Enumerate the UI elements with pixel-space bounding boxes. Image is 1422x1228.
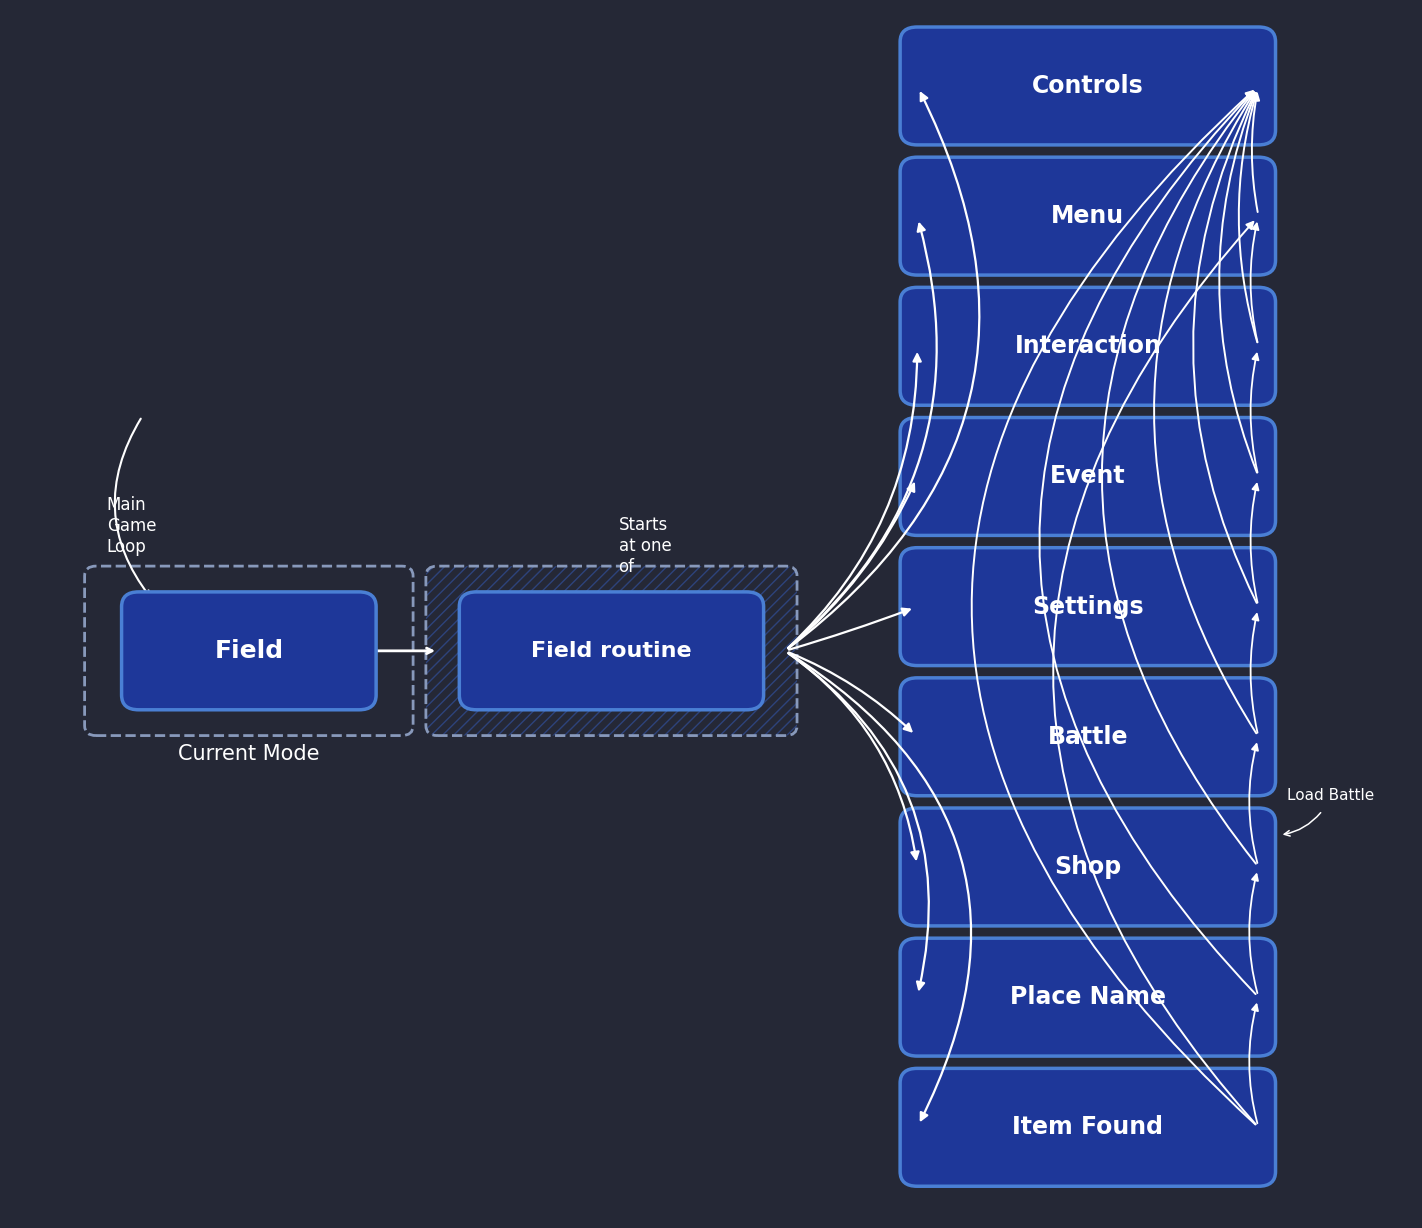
FancyArrowPatch shape xyxy=(1250,484,1258,603)
FancyArrowPatch shape xyxy=(1039,92,1256,995)
FancyArrowPatch shape xyxy=(788,653,971,1120)
FancyBboxPatch shape xyxy=(900,808,1276,926)
Text: Starts
at one
of: Starts at one of xyxy=(619,516,671,576)
Text: Field: Field xyxy=(215,639,283,663)
Text: Battle: Battle xyxy=(1048,725,1128,749)
FancyArrowPatch shape xyxy=(1250,354,1258,473)
FancyArrowPatch shape xyxy=(1250,1005,1258,1124)
FancyArrowPatch shape xyxy=(788,653,919,860)
FancyArrowPatch shape xyxy=(788,355,920,648)
FancyBboxPatch shape xyxy=(900,418,1276,535)
Text: Interaction: Interaction xyxy=(1014,334,1162,359)
FancyArrowPatch shape xyxy=(788,484,914,648)
Text: Main
Game
Loop: Main Game Loop xyxy=(107,496,156,556)
Text: Current Mode: Current Mode xyxy=(178,744,320,764)
FancyArrowPatch shape xyxy=(1193,93,1257,603)
FancyBboxPatch shape xyxy=(900,287,1276,405)
Text: Menu: Menu xyxy=(1051,204,1125,228)
Text: Field routine: Field routine xyxy=(532,641,691,661)
FancyArrowPatch shape xyxy=(1239,93,1257,343)
FancyArrowPatch shape xyxy=(789,652,912,731)
FancyArrowPatch shape xyxy=(1250,874,1258,993)
FancyArrowPatch shape xyxy=(789,609,910,650)
FancyArrowPatch shape xyxy=(788,93,980,648)
FancyArrowPatch shape xyxy=(788,653,929,990)
Text: Item Found: Item Found xyxy=(1012,1115,1163,1140)
Text: Load Battle: Load Battle xyxy=(1287,788,1374,803)
FancyBboxPatch shape xyxy=(121,592,375,710)
Text: Shop: Shop xyxy=(1054,855,1122,879)
FancyBboxPatch shape xyxy=(459,592,764,710)
FancyArrowPatch shape xyxy=(1155,92,1256,733)
FancyArrowPatch shape xyxy=(1102,92,1256,863)
FancyArrowPatch shape xyxy=(788,223,937,648)
FancyArrowPatch shape xyxy=(1250,614,1258,733)
Text: Event: Event xyxy=(1049,464,1126,489)
FancyBboxPatch shape xyxy=(900,548,1276,666)
Text: Place Name: Place Name xyxy=(1010,985,1166,1009)
FancyArrowPatch shape xyxy=(1251,93,1258,212)
FancyBboxPatch shape xyxy=(900,157,1276,275)
FancyArrowPatch shape xyxy=(971,91,1256,1125)
FancyBboxPatch shape xyxy=(900,678,1276,796)
FancyArrowPatch shape xyxy=(1250,223,1258,343)
FancyArrowPatch shape xyxy=(1219,93,1257,473)
Text: Controls: Controls xyxy=(1032,74,1143,98)
FancyBboxPatch shape xyxy=(900,1068,1276,1186)
FancyArrowPatch shape xyxy=(1250,744,1258,863)
FancyArrowPatch shape xyxy=(1054,222,1256,1124)
Text: Settings: Settings xyxy=(1032,594,1143,619)
FancyBboxPatch shape xyxy=(900,938,1276,1056)
FancyBboxPatch shape xyxy=(900,27,1276,145)
